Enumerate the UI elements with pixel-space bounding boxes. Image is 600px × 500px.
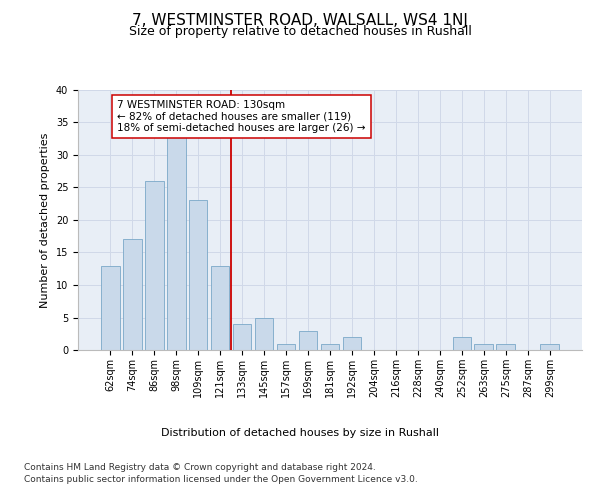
Bar: [343, 337, 361, 350]
Bar: [211, 266, 229, 350]
Bar: [167, 136, 185, 350]
Bar: [475, 344, 493, 350]
Text: Size of property relative to detached houses in Rushall: Size of property relative to detached ho…: [128, 25, 472, 38]
Bar: [277, 344, 295, 350]
Text: Contains public sector information licensed under the Open Government Licence v3: Contains public sector information licen…: [24, 475, 418, 484]
Bar: [299, 330, 317, 350]
Text: Contains HM Land Registry data © Crown copyright and database right 2024.: Contains HM Land Registry data © Crown c…: [24, 462, 376, 471]
Bar: [255, 318, 274, 350]
Bar: [496, 344, 515, 350]
Y-axis label: Number of detached properties: Number of detached properties: [40, 132, 50, 308]
Bar: [145, 181, 164, 350]
Text: 7 WESTMINSTER ROAD: 130sqm
← 82% of detached houses are smaller (119)
18% of sem: 7 WESTMINSTER ROAD: 130sqm ← 82% of deta…: [117, 100, 365, 133]
Bar: [320, 344, 340, 350]
Bar: [452, 337, 471, 350]
Bar: [189, 200, 208, 350]
Bar: [541, 344, 559, 350]
Bar: [233, 324, 251, 350]
Bar: [123, 240, 142, 350]
Text: 7, WESTMINSTER ROAD, WALSALL, WS4 1NJ: 7, WESTMINSTER ROAD, WALSALL, WS4 1NJ: [132, 12, 468, 28]
Bar: [101, 266, 119, 350]
Text: Distribution of detached houses by size in Rushall: Distribution of detached houses by size …: [161, 428, 439, 438]
